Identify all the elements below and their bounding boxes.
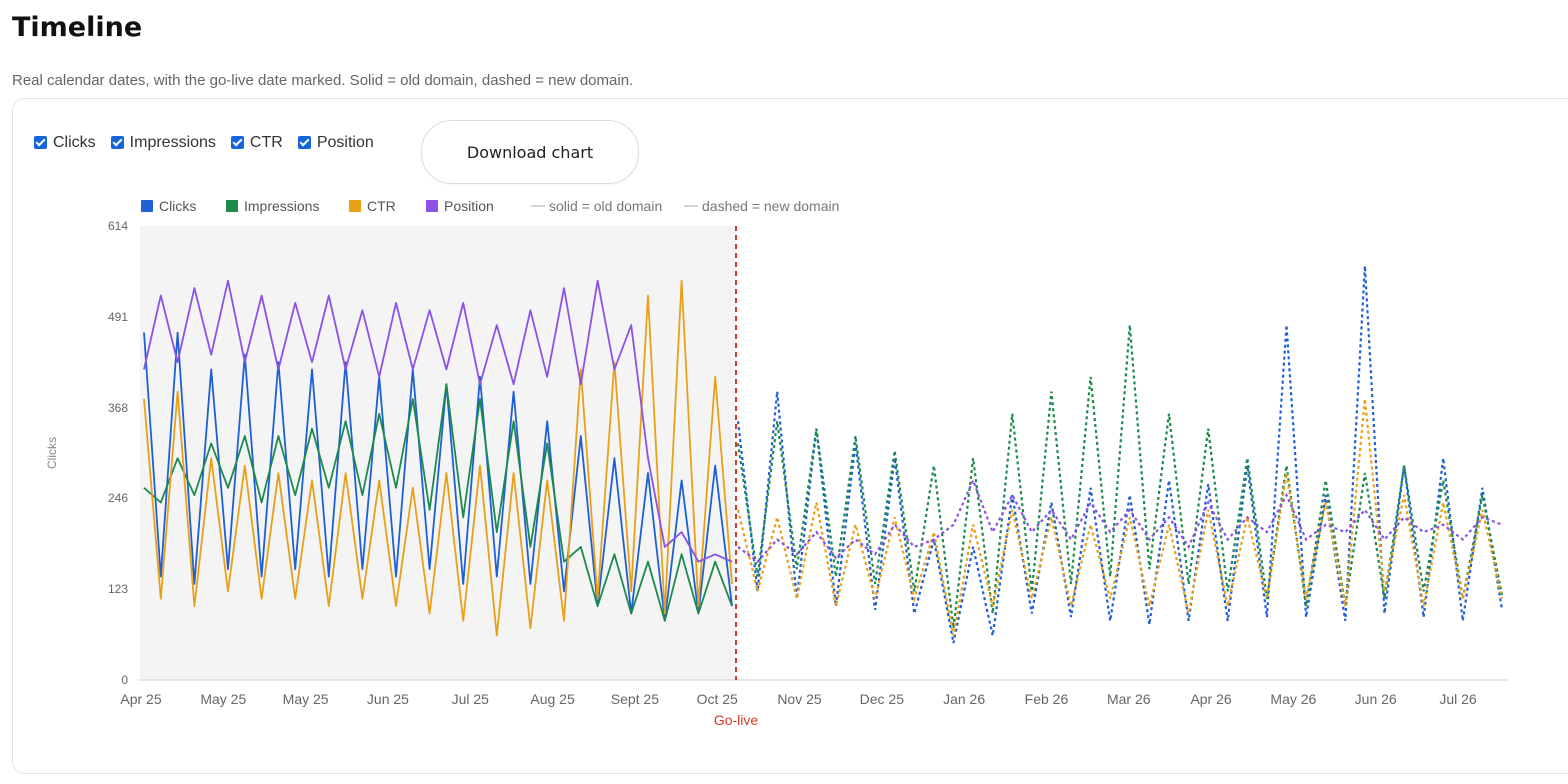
x-tick-label: May 25 [283, 691, 329, 707]
x-tick-label: Apr 25 [120, 691, 161, 707]
series-line-impressions-old [143, 383, 733, 622]
x-tick-label: Aug 25 [530, 691, 575, 707]
toggle-clicks-label: Clicks [53, 134, 96, 151]
y-axis-label: Clicks [45, 437, 59, 469]
x-tick-label: Oct 25 [697, 691, 738, 707]
y-tick-label: 123 [108, 582, 128, 596]
legend-label: Impressions [244, 198, 319, 214]
checkbox-ctr[interactable] [230, 135, 244, 149]
toggle-position-label: Position [316, 134, 374, 151]
series-line-clicks-old [143, 331, 733, 622]
page-subtitle: Real calendar dates, with the go-live da… [12, 72, 634, 89]
checkbox-impressions[interactable] [110, 135, 124, 149]
legend-swatch [141, 200, 153, 212]
legend-label: CTR [367, 198, 396, 214]
y-tick-label: 246 [108, 491, 128, 505]
series-line-position-new [737, 477, 1503, 564]
y-tick-label: 0 [121, 673, 128, 687]
x-tick-label: Feb 26 [1025, 691, 1069, 707]
series-line-ctr-new [736, 398, 1504, 636]
x-tick-label: Jan 26 [943, 691, 985, 707]
toggle-impressions-label: Impressions [129, 134, 216, 151]
page-title: Timeline [12, 12, 143, 43]
x-tick-label: Jul 25 [452, 691, 490, 707]
series-toggles: Clicks Impressions CTR Position [34, 134, 389, 152]
x-tick-label: Mar 26 [1107, 691, 1151, 707]
legend-style-note: dashed = new domain [702, 198, 839, 214]
toggle-ctr[interactable]: CTR [230, 134, 283, 152]
x-tick-label: Sept 25 [611, 691, 659, 707]
y-tick-label: 368 [108, 401, 128, 415]
golive-label: Go-live [714, 712, 759, 728]
y-tick-label: 614 [108, 219, 128, 233]
y-tick-label: 491 [108, 310, 128, 324]
x-tick-label: Nov 25 [777, 691, 822, 707]
toggle-ctr-label: CTR [249, 134, 283, 151]
checkbox-clicks[interactable] [34, 135, 47, 149]
x-tick-label: May 26 [1270, 691, 1316, 707]
x-tick-label: Apr 26 [1190, 691, 1231, 707]
toggle-impressions[interactable]: Impressions [110, 134, 216, 152]
series-line-impressions-new [736, 325, 1504, 629]
legend-swatch [226, 200, 238, 212]
legend-swatch [349, 200, 361, 212]
x-tick-label: Dec 25 [860, 691, 905, 707]
x-tick-label: Jun 25 [367, 691, 409, 707]
toggle-position[interactable]: Position [297, 134, 374, 152]
legend-swatch [426, 200, 438, 212]
x-tick-label: Jul 26 [1439, 691, 1477, 707]
legend-label: Position [444, 198, 494, 214]
x-tick-label: Jun 26 [1355, 691, 1397, 707]
checkbox-position[interactable] [297, 135, 311, 149]
series-line-position-old [143, 279, 733, 563]
toggle-clicks[interactable]: Clicks [34, 134, 96, 152]
series-line-ctr-old [143, 279, 733, 637]
download-chart-button[interactable]: Download chart [421, 120, 639, 184]
legend-style-note: solid = old domain [549, 198, 662, 214]
x-tick-label: May 25 [200, 691, 246, 707]
legend-label: Clicks [159, 198, 196, 214]
